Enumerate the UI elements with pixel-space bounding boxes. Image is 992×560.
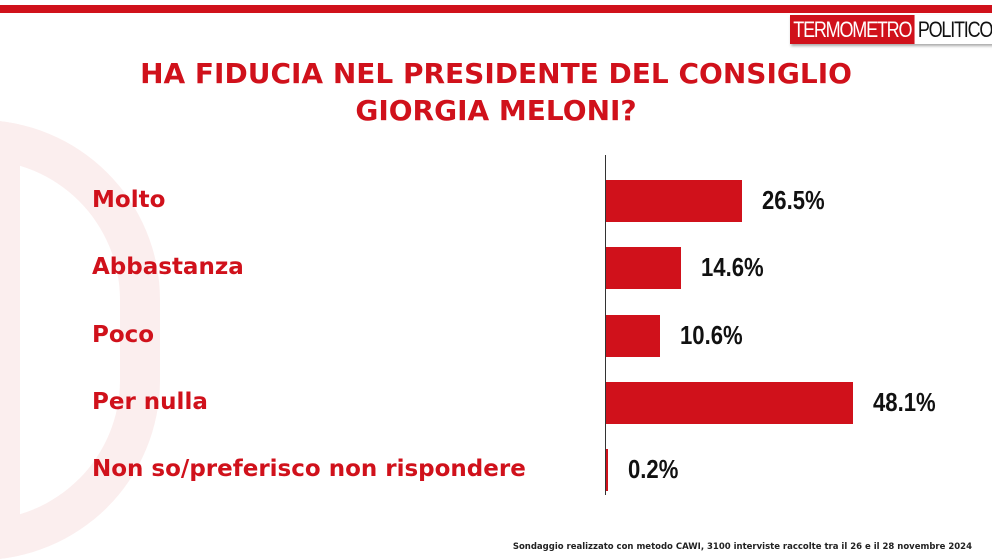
brand-logo: TERMOMETRO POLITICO — [790, 15, 992, 44]
value-label: 14.6% — [700, 252, 764, 283]
bar — [606, 314, 661, 357]
title-line-1: HA FIDUCIA NEL PRESIDENTE DEL CONSIGLIO — [140, 57, 852, 90]
category-label: Abbastanza — [92, 254, 244, 281]
value-label: 48.1% — [872, 386, 936, 417]
top-stripe — [0, 5, 992, 13]
category-label: Poco — [92, 321, 155, 348]
y-axis-line — [605, 155, 606, 495]
bar — [606, 449, 608, 492]
logo-part1: TERMOMETRO — [790, 15, 915, 44]
bar — [606, 247, 681, 290]
bar — [606, 381, 853, 424]
category-label: Molto — [92, 187, 166, 213]
value-label: 10.6% — [680, 319, 744, 350]
value-label: 26.5% — [761, 185, 825, 215]
title-line-2: GIORGIA MELONI? — [355, 94, 637, 127]
bar — [606, 180, 742, 222]
logo-part2: POLITICO — [914, 15, 992, 44]
category-label: Per nulla — [92, 388, 208, 415]
footer-note: Sondaggio realizzato con metodo CAWI, 31… — [512, 542, 972, 552]
chart-title: HA FIDUCIA NEL PRESIDENTE DEL CONSIGLIO … — [0, 55, 992, 129]
value-label: 0.2% — [627, 454, 678, 485]
category-label: Non so/preferisco non rispondere — [92, 456, 526, 483]
